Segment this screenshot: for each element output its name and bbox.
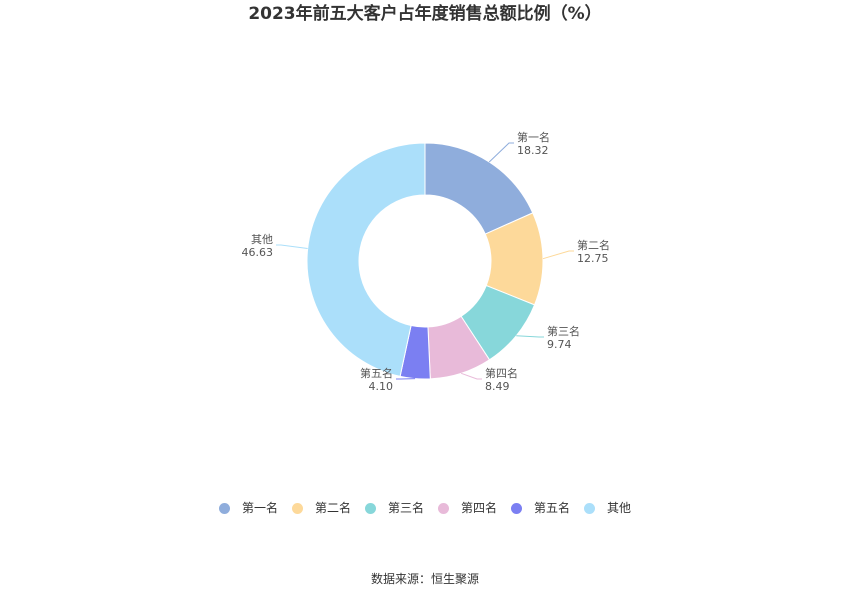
label-leader-lines <box>276 142 574 380</box>
leader-line-4 <box>461 372 482 380</box>
legend-swatch <box>438 502 449 514</box>
slice-name-label-4: 第四名 <box>485 366 518 380</box>
legend-label: 第一名 <box>241 501 278 515</box>
legend-swatch <box>364 502 376 514</box>
legend: 第一名 第二名 第三名 第四名 第五名 其他 <box>0 500 850 516</box>
chart-title: 2023年前五大客户占年度销售总额比例（%） <box>248 4 602 24</box>
legend-item-3[interactable]: 第三名 <box>364 500 424 516</box>
legend-label: 第二名 <box>314 501 351 515</box>
legend-label: 第三名 <box>387 501 424 515</box>
slice-name-label-2: 第二名 <box>577 238 610 252</box>
slice-value-label-2: 12.75 <box>577 252 609 265</box>
legend-swatch <box>218 502 230 514</box>
leader-line-3 <box>516 335 544 338</box>
slice-name-label-3: 第三名 <box>547 324 580 338</box>
donut-slices <box>306 142 544 380</box>
slice-6 <box>306 142 426 377</box>
slice-value-label-1: 18.32 <box>517 144 549 157</box>
legend-item-5[interactable]: 第五名 <box>511 500 570 516</box>
legend-label: 第五名 <box>534 501 571 515</box>
slice-value-label-6: 46.63 <box>242 246 274 259</box>
slice-value-label-3: 9.74 <box>547 338 572 351</box>
leader-line-6 <box>276 244 308 249</box>
leader-line-1 <box>488 142 514 163</box>
legend-swatch <box>511 502 523 514</box>
legend-item-1[interactable]: 第一名 <box>218 500 278 516</box>
data-source: 数据来源：恒生聚源 <box>370 572 479 586</box>
legend-swatch <box>291 502 303 514</box>
slice-value-label-4: 8.49 <box>485 380 510 393</box>
leader-line-2 <box>542 250 574 260</box>
legend-label: 第四名 <box>461 501 498 515</box>
legend-swatch <box>584 502 596 514</box>
slice-name-label-6: 其他 <box>251 233 273 246</box>
legend-item-6[interactable]: 其他 <box>584 500 631 516</box>
legend-label: 其他 <box>607 501 632 515</box>
legend-item-4[interactable]: 第四名 <box>438 500 497 516</box>
slice-name-label-1: 第一名 <box>517 130 550 144</box>
slice-name-label-5: 第五名 <box>360 366 393 380</box>
legend-item-2[interactable]: 第二名 <box>291 500 351 516</box>
slice-value-label-5: 4.10 <box>369 380 394 393</box>
